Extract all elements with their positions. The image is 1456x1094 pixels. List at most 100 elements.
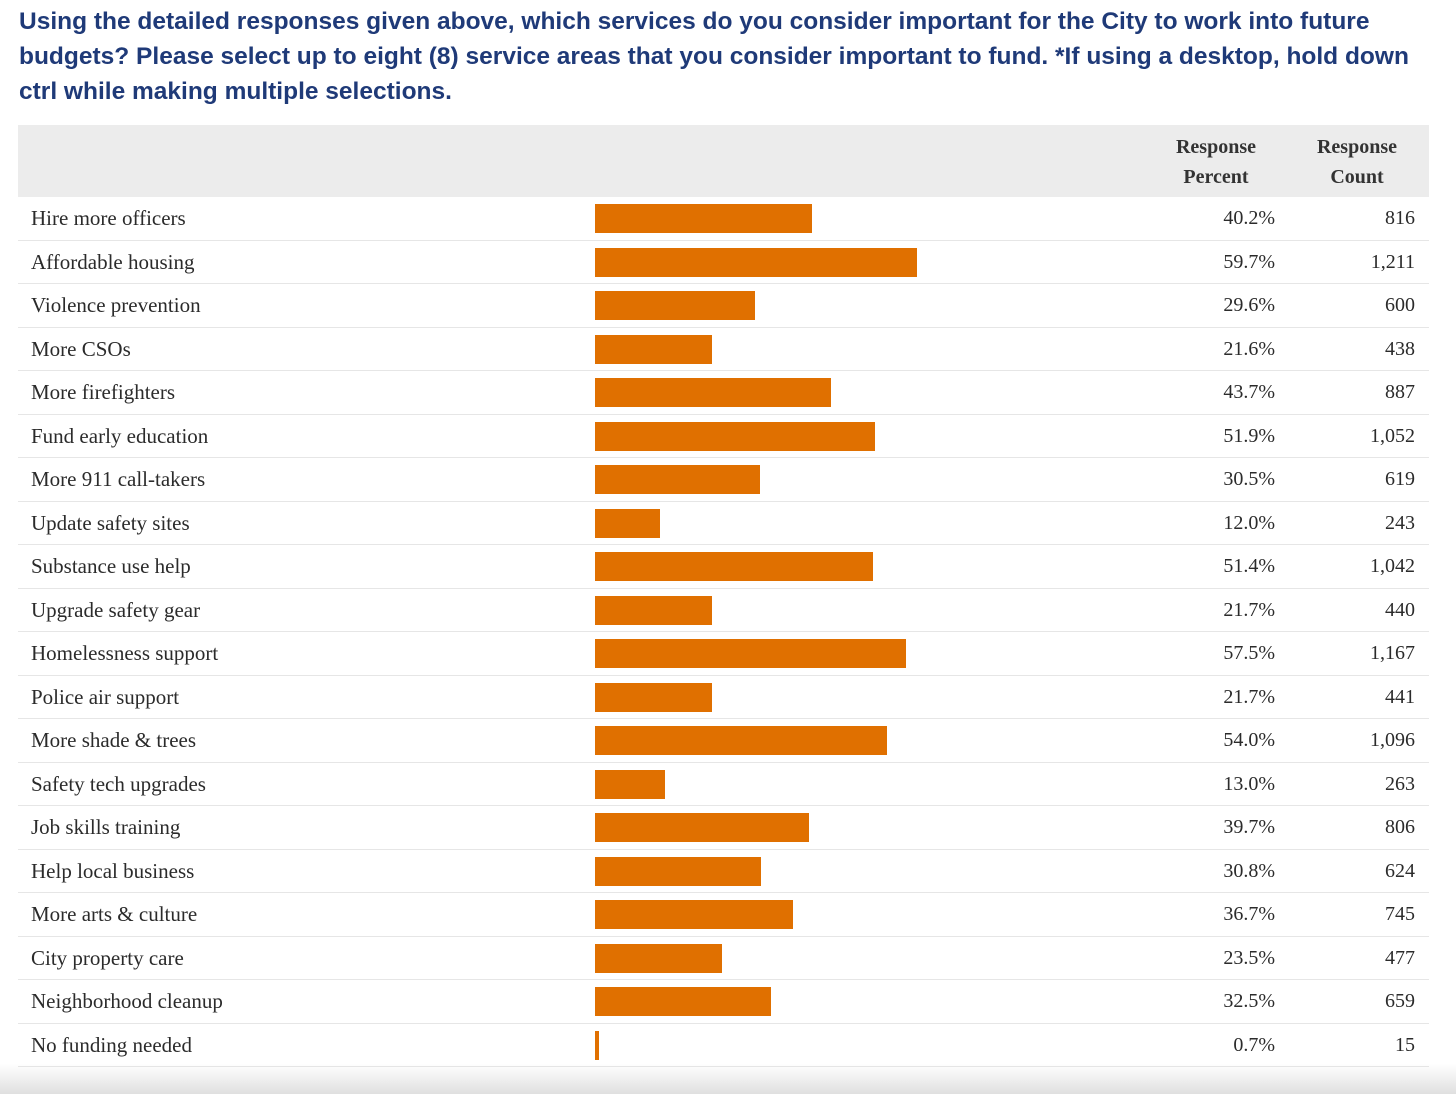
row-label: Homelessness support	[31, 641, 219, 665]
response-percent: 21.7%	[1223, 685, 1275, 708]
row-label: No funding needed	[31, 1032, 192, 1057]
response-count: 806	[1385, 816, 1415, 838]
bar	[595, 943, 722, 973]
row-label: Fund early education	[31, 423, 209, 448]
response-percent: 21.7%	[1223, 598, 1275, 621]
table-row: More 911 call-takers 30.5% 619	[18, 458, 1429, 502]
response-percent: 29.6%	[1223, 294, 1275, 316]
response-count-header-line2: Count	[1330, 166, 1384, 188]
response-percent: 40.2%	[1223, 207, 1275, 229]
response-count: 600	[1385, 294, 1415, 316]
bar	[595, 508, 660, 538]
table-row: Neighborhood cleanup 32.5% 659	[18, 980, 1429, 1024]
bar	[595, 204, 813, 233]
response-count-header: Response Count	[1297, 132, 1417, 192]
bar	[595, 421, 876, 451]
response-percent: 30.8%	[1223, 859, 1275, 882]
table-row: Update safety sites 12.0% 243	[18, 502, 1429, 545]
row-label: More CSOs	[31, 336, 131, 361]
response-count: 1,096	[1370, 729, 1415, 751]
response-count: 887	[1385, 381, 1415, 403]
row-label: Safety tech upgrades	[31, 771, 206, 796]
response-percent: 43.7%	[1223, 381, 1275, 403]
row-label: Affordable housing	[31, 249, 195, 274]
table-row: More shade & trees 54.0% 1,096	[18, 719, 1429, 763]
response-count: 441	[1385, 685, 1415, 708]
table-body: Hire more officers 40.2% 816 Affordable hou…	[18, 197, 1429, 1067]
response-count: 659	[1385, 990, 1415, 1012]
bar	[595, 378, 831, 407]
response-count: 263	[1385, 772, 1415, 795]
table-row: More firefighters 43.7% 887	[18, 371, 1429, 415]
response-count: 438	[1385, 337, 1415, 360]
response-percent: 0.7%	[1233, 1033, 1275, 1056]
table-row: Job skills training 39.7% 806	[18, 806, 1429, 850]
bar	[595, 1030, 599, 1060]
response-percent: 36.7%	[1223, 903, 1275, 925]
row-label: More firefighters	[31, 380, 176, 404]
table-row: Homelessness support 57.5% 1,167	[18, 632, 1429, 676]
response-count: 15	[1395, 1033, 1415, 1056]
response-percent: 59.7%	[1223, 250, 1275, 273]
row-label: Help local business	[31, 858, 195, 883]
table-row: Substance use help 51.4% 1,042	[18, 545, 1429, 589]
response-count: 745	[1385, 903, 1415, 925]
response-percent: 12.0%	[1223, 511, 1275, 534]
row-label: Substance use help	[31, 554, 191, 578]
bar	[595, 334, 712, 364]
table-row: Police air support 21.7% 441	[18, 676, 1429, 719]
response-count-header-line1: Response	[1316, 136, 1397, 158]
bar	[595, 682, 713, 712]
bar	[595, 291, 755, 320]
response-count: 624	[1385, 859, 1415, 882]
bar	[595, 639, 906, 668]
table-row: Violence prevention 29.6% 600	[18, 284, 1429, 328]
response-percent: 32.5%	[1223, 990, 1275, 1012]
response-percent-header-line2: Percent	[1183, 166, 1249, 188]
response-percent-header: Response Percent	[1156, 132, 1276, 192]
response-count: 1,211	[1370, 250, 1415, 273]
table-row: More arts & culture 36.7% 745	[18, 893, 1429, 937]
response-percent: 54.0%	[1223, 729, 1275, 751]
bar	[595, 769, 666, 799]
row-label: Police air support	[31, 684, 180, 709]
row-label: More 911 call-takers	[31, 467, 206, 491]
response-percent: 51.4%	[1223, 555, 1275, 577]
table-header: Response Percent Response Count	[18, 125, 1429, 197]
bar	[595, 856, 762, 886]
results-table: Response Percent Response Count Hire mor…	[18, 125, 1429, 1067]
response-percent-header-line1: Response	[1175, 136, 1256, 158]
bar	[595, 813, 810, 842]
bottom-fade	[0, 1064, 1456, 1094]
response-count: 1,042	[1370, 555, 1415, 577]
table-row: Hire more officers 40.2% 816	[18, 197, 1429, 241]
table-row: Affordable housing 59.7% 1,211	[18, 241, 1429, 284]
table-row: Upgrade safety gear 21.7% 440	[18, 589, 1429, 632]
response-percent: 21.6%	[1223, 337, 1275, 360]
response-count: 619	[1385, 468, 1415, 490]
table-row: City property care 23.5% 477	[18, 937, 1429, 980]
bar	[595, 552, 873, 581]
bar	[595, 465, 760, 494]
row-label: Neighborhood cleanup	[31, 989, 223, 1013]
bar	[595, 726, 887, 755]
response-percent: 13.0%	[1223, 772, 1275, 795]
response-percent: 51.9%	[1223, 424, 1275, 447]
row-label: Hire more officers	[31, 206, 186, 230]
row-label: Upgrade safety gear	[31, 597, 201, 622]
response-count: 1,052	[1370, 424, 1415, 447]
response-count: 477	[1385, 946, 1415, 969]
response-count: 243	[1385, 511, 1415, 534]
table-row: No funding needed 0.7% 15	[18, 1024, 1429, 1067]
row-label: Violence prevention	[31, 293, 201, 317]
bar	[595, 595, 713, 625]
row-label: Job skills training	[31, 815, 181, 839]
table-row: Help local business 30.8% 624	[18, 850, 1429, 893]
response-percent: 57.5%	[1223, 642, 1275, 664]
row-label: More shade & trees	[31, 728, 197, 752]
row-label: More arts & culture	[31, 902, 198, 926]
response-percent: 30.5%	[1223, 468, 1275, 490]
bar	[595, 247, 918, 277]
response-percent: 39.7%	[1223, 816, 1275, 838]
row-label: Update safety sites	[31, 510, 190, 535]
